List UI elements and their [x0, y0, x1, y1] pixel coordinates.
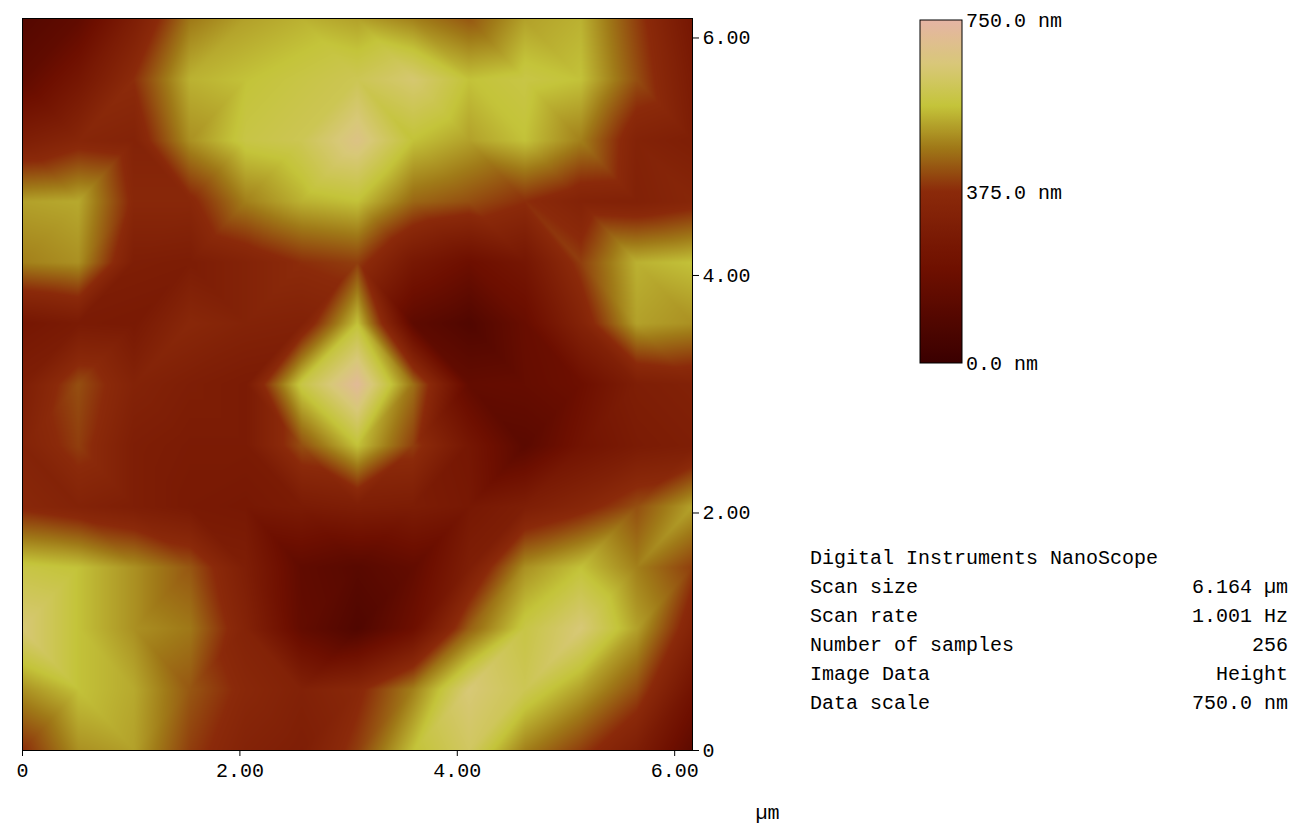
svg-text:6.00: 6.00	[651, 760, 699, 783]
html-text:6.164 µm: 6.164 µm	[1192, 576, 1288, 599]
html-text:Scan rate: Scan rate	[810, 605, 918, 628]
svg-text:0: 0	[16, 760, 28, 783]
html-text:Number of samples: Number of samples	[810, 634, 1014, 657]
html-text:Scan size: Scan size	[810, 576, 918, 599]
html-text:256: 256	[1252, 634, 1288, 657]
html-text:1.001 Hz: 1.001 Hz	[1192, 605, 1288, 628]
svg-text:0: 0	[703, 740, 715, 763]
svg-text:4.00: 4.00	[703, 265, 751, 288]
svg-text:µm: µm	[755, 802, 779, 825]
html-text:750.0 nm: 750.0 nm	[1192, 692, 1288, 715]
html-text:Digital Instruments NanoScope: Digital Instruments NanoScope	[810, 547, 1159, 570]
svg-text:4.00: 4.00	[433, 760, 481, 783]
html-text:Height: Height	[1216, 663, 1288, 686]
svg-text:750.0 nm: 750.0 nm	[966, 10, 1062, 33]
html-text:Data scale: Data scale	[810, 692, 930, 715]
svg-text:375.0 nm: 375.0 nm	[966, 182, 1062, 205]
html-text:Image Data: Image Data	[810, 663, 930, 686]
svg-text:2.00: 2.00	[703, 502, 751, 525]
svg-text:6.00: 6.00	[703, 27, 751, 50]
svg-text:0.0 nm: 0.0 nm	[966, 353, 1038, 376]
svg-text:2.00: 2.00	[216, 760, 264, 783]
